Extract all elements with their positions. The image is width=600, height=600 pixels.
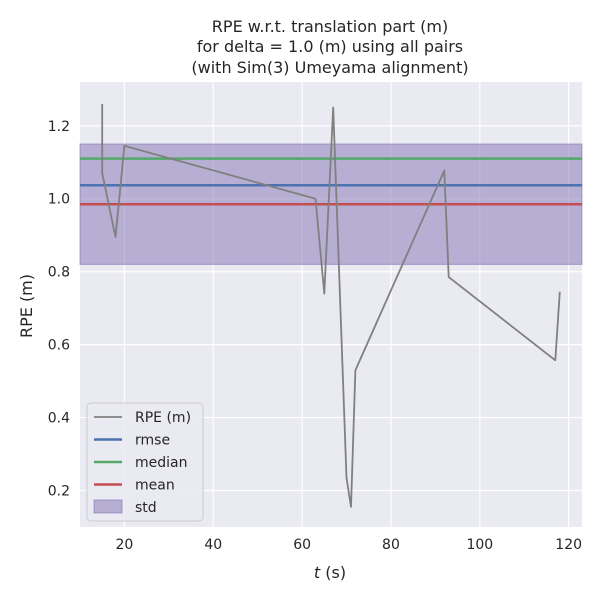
legend-label-median: median xyxy=(135,455,187,471)
legend-label-rmse: rmse xyxy=(135,433,170,449)
x-tick-label: 120 xyxy=(555,537,582,553)
y-tick-label: 0.2 xyxy=(48,484,70,500)
legend: RPE (m) rmse median mean std xyxy=(86,402,204,522)
y-tick-label: 0.6 xyxy=(48,338,70,354)
legend-label-rpe: RPE (m) xyxy=(135,410,191,426)
y-tick-labels: 0.2 0.4 0.6 0.8 1.0 1.2 xyxy=(48,119,70,500)
x-tick-label: 20 xyxy=(116,537,134,553)
legend-label-std: std xyxy=(135,500,157,516)
x-axis-label: t (s) xyxy=(314,563,346,582)
x-tick-label: 100 xyxy=(466,537,493,553)
y-tick-label: 0.8 xyxy=(48,265,70,281)
y-tick-label: 1.2 xyxy=(48,119,70,135)
x-axis-label-var: t xyxy=(314,563,321,582)
y-tick-label: 0.4 xyxy=(48,411,70,427)
y-tick-label: 1.0 xyxy=(48,192,70,208)
series-layer xyxy=(101,103,561,508)
x-tick-label: 60 xyxy=(293,537,311,553)
x-axis-label-unit: (s) xyxy=(320,563,346,582)
y-axis-label: RPE (m) xyxy=(17,274,36,338)
x-tick-label: 40 xyxy=(204,537,222,553)
title-line-3: (with Sim(3) Umeyama alignment) xyxy=(191,58,468,77)
chart-title: RPE w.r.t. translation part (m) for delt… xyxy=(191,17,468,77)
legend-label-mean: mean xyxy=(135,478,175,494)
legend-box xyxy=(86,402,204,522)
rpe-series-line xyxy=(101,103,561,508)
x-tick-label: 80 xyxy=(382,537,400,553)
x-tick-labels: 20 40 60 80 100 120 xyxy=(116,537,583,553)
title-line-1: RPE w.r.t. translation part (m) xyxy=(212,17,448,36)
legend-swatch-std xyxy=(93,499,123,514)
title-line-2: for delta = 1.0 (m) using all pairs xyxy=(197,37,463,56)
